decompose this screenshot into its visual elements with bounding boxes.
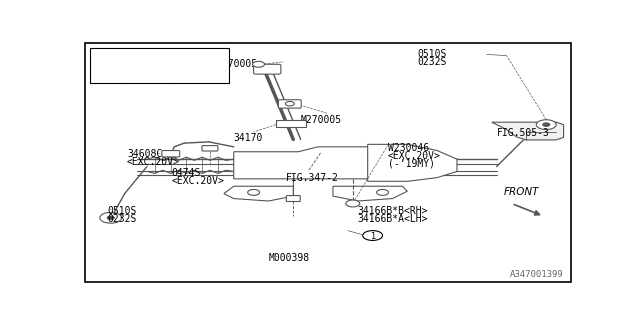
Text: 0232S: 0232S <box>108 214 137 224</box>
FancyBboxPatch shape <box>278 100 301 108</box>
Text: < -1706>: < -1706> <box>177 55 217 64</box>
Text: <EXC.20V>: <EXC.20V> <box>127 157 180 167</box>
Text: M270005: M270005 <box>216 59 257 69</box>
Polygon shape <box>333 186 408 201</box>
Text: FIG.505-3: FIG.505-3 <box>497 128 550 138</box>
Text: 34608C: 34608C <box>127 149 163 159</box>
Bar <box>90 48 229 83</box>
Text: 34166B*A<LH>: 34166B*A<LH> <box>358 214 428 224</box>
Polygon shape <box>224 186 293 201</box>
Circle shape <box>285 101 294 106</box>
Circle shape <box>253 61 264 67</box>
Polygon shape <box>492 122 564 140</box>
FancyBboxPatch shape <box>276 120 306 127</box>
FancyBboxPatch shape <box>162 150 180 157</box>
Text: M000372: M000372 <box>127 55 162 64</box>
FancyBboxPatch shape <box>286 196 300 202</box>
Text: M000462: M000462 <box>127 68 162 77</box>
Text: 0232S: 0232S <box>417 57 447 67</box>
Circle shape <box>95 59 120 72</box>
Text: 34166B*B<RH>: 34166B*B<RH> <box>358 206 428 216</box>
Text: FRONT: FRONT <box>504 187 540 197</box>
Text: <EXC.20V>: <EXC.20V> <box>388 151 440 161</box>
Text: M000398: M000398 <box>269 253 310 263</box>
Text: 0510S: 0510S <box>108 206 137 216</box>
Text: (1706- ): (1706- ) <box>177 68 217 77</box>
Text: 1: 1 <box>370 231 375 241</box>
Circle shape <box>248 189 260 195</box>
Text: 34170: 34170 <box>234 133 263 143</box>
Circle shape <box>108 216 114 220</box>
Text: W230046: W230046 <box>388 143 429 153</box>
FancyBboxPatch shape <box>253 64 281 74</box>
Text: 0474S: 0474S <box>172 168 201 178</box>
Text: <EXC.20V>: <EXC.20V> <box>172 176 225 186</box>
Circle shape <box>346 200 360 207</box>
Circle shape <box>543 123 550 126</box>
Text: (-’19MY): (-’19MY) <box>388 159 435 169</box>
Circle shape <box>536 120 556 130</box>
Circle shape <box>100 212 122 223</box>
Circle shape <box>363 231 383 240</box>
Text: FIG.347-2: FIG.347-2 <box>286 172 339 183</box>
Text: 1: 1 <box>105 61 110 70</box>
FancyBboxPatch shape <box>202 146 218 151</box>
Circle shape <box>376 189 388 195</box>
Polygon shape <box>234 147 372 179</box>
Polygon shape <box>367 144 457 181</box>
Text: M270005: M270005 <box>301 115 342 125</box>
Text: 0510S: 0510S <box>417 49 447 60</box>
Text: A347001399: A347001399 <box>510 270 564 279</box>
